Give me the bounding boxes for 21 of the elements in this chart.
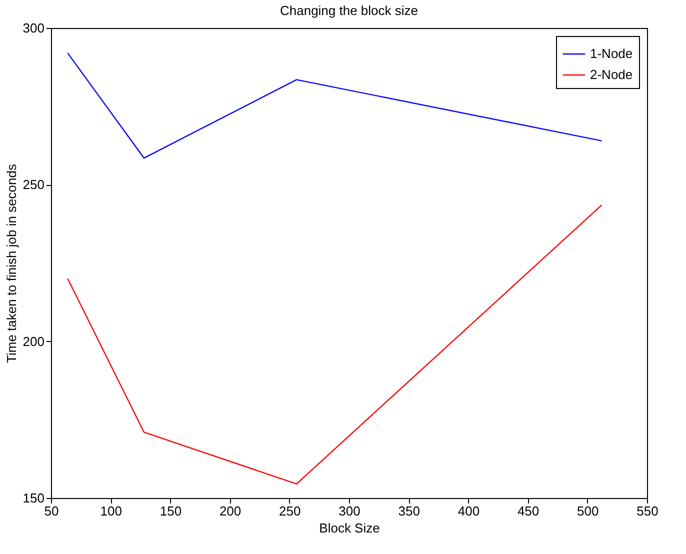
x-tick-label: 550 xyxy=(636,504,658,518)
x-tick-label: 100 xyxy=(100,504,122,518)
x-tick-label: 300 xyxy=(338,504,360,518)
y-axis-title: Time taken to finish job in seconds xyxy=(4,164,19,363)
legend-label: 1-Node xyxy=(590,46,633,61)
x-tick-label: 250 xyxy=(279,504,301,518)
x-tick-label: 50 xyxy=(44,504,59,518)
chart-title: Changing the block size xyxy=(280,3,418,18)
legend-label: 2-Node xyxy=(590,67,633,82)
x-tick-label: 150 xyxy=(160,504,182,518)
x-tick-label: 500 xyxy=(577,504,599,518)
line-series xyxy=(67,204,602,484)
x-tick-label: 350 xyxy=(398,504,420,518)
x-tick-label: 450 xyxy=(517,504,540,518)
x-axis-title: Block Size xyxy=(319,520,380,536)
y-tick-label: 200 xyxy=(22,334,44,349)
y-tick-label: 250 xyxy=(22,177,44,192)
y-tick-label: 300 xyxy=(22,20,44,36)
x-tick-label: 400 xyxy=(458,504,480,518)
x-tick-label: 200 xyxy=(219,504,242,518)
y-tick-label: 150 xyxy=(22,490,44,506)
